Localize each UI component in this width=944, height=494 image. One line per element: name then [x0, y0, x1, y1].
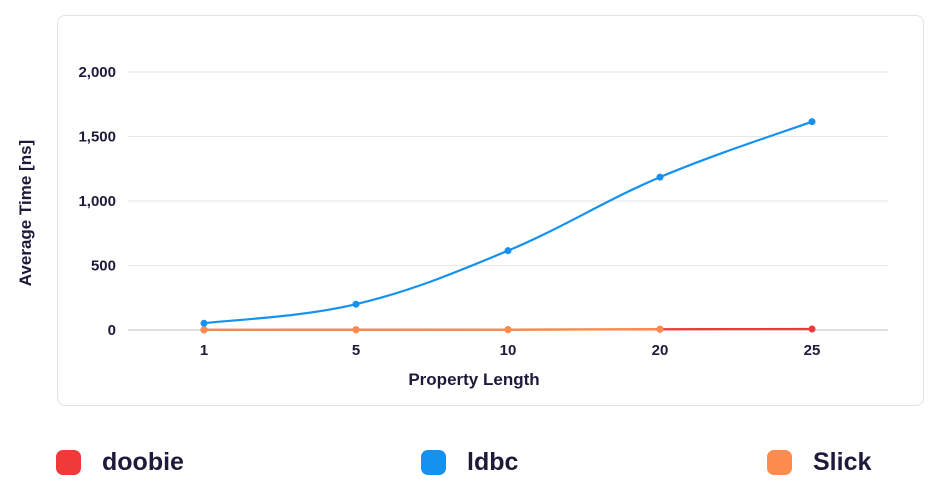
legend-item-ldbc[interactable]: ldbc: [421, 448, 518, 477]
x-tick-label: 1: [200, 342, 208, 359]
y-tick-label: 1,500: [78, 129, 116, 146]
series-slick: [200, 325, 664, 334]
legend-swatch: [56, 450, 81, 475]
legend-item-doobie[interactable]: doobie: [56, 448, 184, 477]
y-axis-label: Average Time [ns]: [16, 140, 35, 286]
legend-label: ldbc: [467, 448, 519, 476]
series-ldbc: [200, 118, 816, 327]
x-tick-label: 5: [352, 342, 360, 359]
data-point[interactable]: [504, 247, 512, 255]
data-point[interactable]: [200, 326, 208, 334]
legend: doobie ldbc Slick: [0, 448, 944, 488]
series-line: [203, 120, 813, 325]
series-line: [203, 328, 661, 331]
data-point[interactable]: [656, 173, 664, 181]
y-tick-label: 1,000: [78, 193, 116, 210]
x-tick-labels: 1 5 10 20 25: [200, 342, 821, 359]
y-tick-label: 2,000: [78, 64, 116, 81]
grid-lines: [128, 71, 888, 331]
series-lines: [200, 118, 816, 334]
x-tick-label: 20: [652, 342, 669, 359]
chart-card: [57, 15, 924, 406]
x-axis-label: Property Length: [408, 370, 539, 389]
y-tick-label: 0: [108, 322, 116, 339]
y-tick-label: 500: [91, 258, 116, 275]
data-point[interactable]: [352, 300, 360, 308]
legend-swatch: [421, 450, 446, 475]
data-point[interactable]: [656, 325, 664, 333]
y-tick-labels: 0 500 1,000 1,500 2,000: [78, 64, 116, 339]
data-point[interactable]: [504, 326, 512, 334]
data-point[interactable]: [352, 326, 360, 334]
x-tick-label: 10: [500, 342, 517, 359]
data-point[interactable]: [808, 325, 816, 333]
legend-label: Slick: [813, 448, 872, 476]
x-tick-label: 25: [804, 342, 821, 359]
data-point[interactable]: [200, 319, 208, 327]
legend-label: doobie: [102, 448, 184, 476]
legend-swatch: [767, 450, 792, 475]
legend-item-slick[interactable]: Slick: [767, 448, 871, 477]
data-point[interactable]: [808, 118, 816, 126]
line-chart: 0 500 1,000 1,500 2,000 1 5 10 20 25 Average Tim…: [16, 64, 888, 389]
